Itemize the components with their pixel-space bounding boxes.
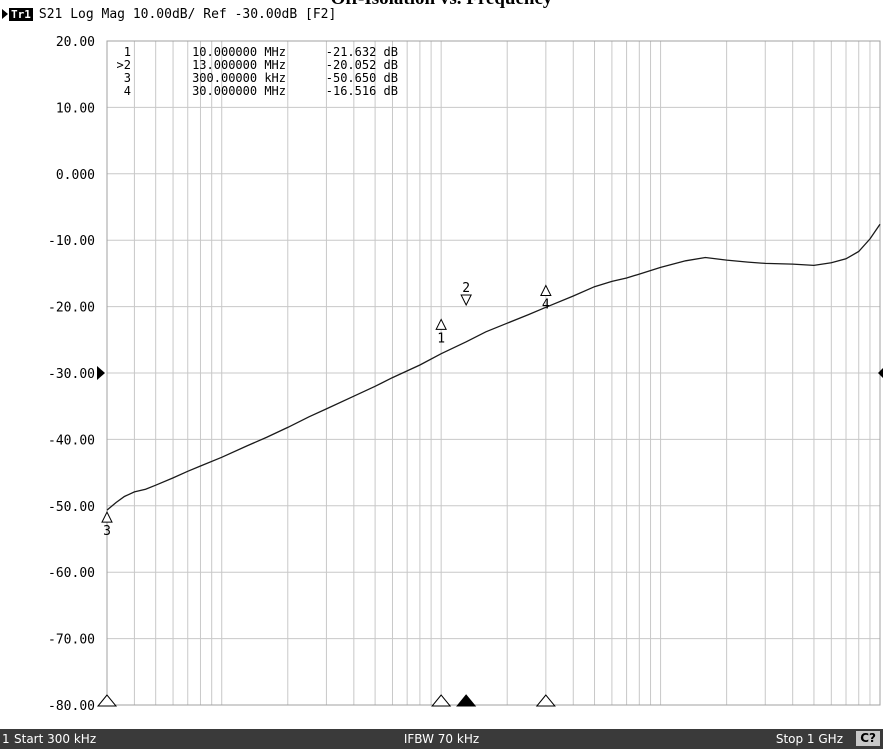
marker-table-value: -50.650 dB <box>326 71 398 85</box>
markers-layer[interactable]: 1 2 3 4 <box>101 281 552 539</box>
trace-reference: Ref -30.00dB <box>203 6 298 22</box>
active-trace-arrow-icon <box>2 9 8 19</box>
trace-key-hint: [F2] <box>305 6 337 22</box>
marker-table-value: -16.516 dB <box>326 84 398 98</box>
trace-parameter: S21 <box>38 6 63 22</box>
y-tick-label: 10.00 <box>56 101 95 116</box>
reference-level-left-icon <box>97 366 105 380</box>
marker-2-symbol[interactable] <box>460 294 472 307</box>
y-tick-label: 20.00 <box>56 35 95 50</box>
marker-3-position-icon <box>96 694 118 707</box>
y-tick-label: -70.00 <box>48 633 95 648</box>
y-tick-label: -20.00 <box>48 301 95 316</box>
marker-4-symbol[interactable] <box>540 284 552 296</box>
trace-badge[interactable]: Tr1 <box>9 7 33 21</box>
marker-table-freq: 13.000000 MHz <box>192 58 286 72</box>
reference-level-right-icon <box>878 368 883 378</box>
reference-indicators <box>97 366 883 380</box>
chart-title: Off-Isolation vs. Frequency <box>0 0 883 10</box>
y-tick-labels: 20.00 10.00 0.000 -10.00 -20.00 -30.00 -40.00 -… <box>48 35 95 714</box>
marker-table: 1 10.000000 MHz -21.632 dB >2 13.000000 MHz -… <box>117 45 398 98</box>
y-tick-label: -50.00 <box>48 500 95 515</box>
marker-2-label[interactable]: 2 <box>462 281 470 296</box>
trace-format: Log Mag <box>70 6 125 22</box>
status-bar: 1 Start 300 kHz IFBW 70 kHz Stop 1 GHz C… <box>0 729 883 749</box>
calibration-status[interactable]: C? <box>856 731 880 746</box>
marker-3-label[interactable]: 3 <box>103 524 111 539</box>
start-frequency[interactable]: Start 300 kHz <box>14 732 97 746</box>
marker-4-label[interactable]: 4 <box>542 297 550 312</box>
y-tick-label: -60.00 <box>48 566 95 581</box>
stop-frequency[interactable]: Stop 1 GHz <box>775 732 843 746</box>
marker-table-value: -20.052 dB <box>326 58 398 72</box>
y-tick-label: -10.00 <box>48 234 95 249</box>
marker-table-freq: 10.000000 MHz <box>192 45 286 59</box>
y-tick-label: -30.00 <box>48 367 95 382</box>
marker-4-position-icon <box>535 694 556 707</box>
plot-area[interactable]: 20.00 10.00 0.000 -10.00 -20.00 -30.00 -40.00 -… <box>0 0 883 729</box>
marker-2-position-icon <box>456 694 477 707</box>
channel-number[interactable]: 1 <box>2 732 10 746</box>
marker-1-position-icon <box>431 694 452 707</box>
y-tick-label: -80.00 <box>48 699 95 714</box>
marker-table-num: >2 <box>117 58 131 72</box>
if-bandwidth[interactable]: IFBW 70 kHz <box>403 732 480 746</box>
marker-table-num: 1 <box>124 45 131 59</box>
marker-table-freq: 30.000000 MHz <box>192 84 286 98</box>
y-tick-label: -40.00 <box>48 433 95 448</box>
trace-layer <box>106 223 881 511</box>
trace-header[interactable]: Tr1 S21 Log Mag 10.00dB/ Ref -30.00dB [F… <box>0 5 336 23</box>
marker-1-label[interactable]: 1 <box>437 331 445 346</box>
marker-position-indicators <box>96 694 556 707</box>
y-grid <box>106 40 881 706</box>
marker-table-freq: 300.00000 kHz <box>192 71 286 85</box>
marker-table-num: 3 <box>124 71 131 85</box>
y-tick-label: 0.000 <box>56 168 95 183</box>
marker-table-num: 4 <box>124 84 131 98</box>
marker-table-value: -21.632 dB <box>326 45 398 59</box>
marker-3-symbol[interactable] <box>101 510 113 523</box>
trace-line <box>106 223 881 511</box>
marker-1-symbol[interactable] <box>435 318 447 330</box>
trace-scale: 10.00dB/ <box>132 6 196 22</box>
